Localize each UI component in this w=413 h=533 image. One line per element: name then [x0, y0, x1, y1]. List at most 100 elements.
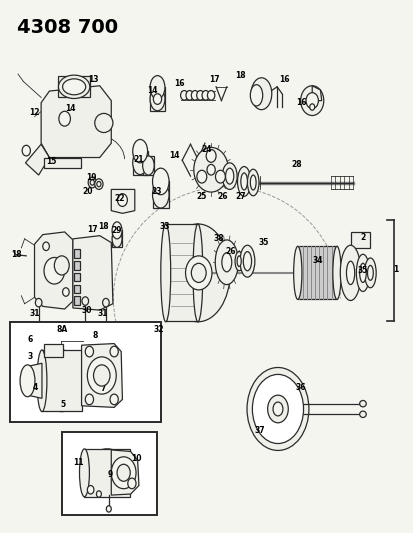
Text: 12: 12	[29, 108, 40, 117]
Circle shape	[206, 150, 216, 163]
Text: 30: 30	[81, 305, 92, 314]
Text: 18: 18	[11, 251, 21, 260]
Ellipse shape	[95, 114, 113, 133]
Ellipse shape	[359, 400, 366, 407]
Text: 17: 17	[87, 225, 97, 234]
Bar	[152, 181, 169, 208]
Ellipse shape	[150, 76, 164, 99]
Polygon shape	[34, 232, 73, 309]
Circle shape	[43, 242, 49, 251]
Ellipse shape	[165, 224, 230, 322]
Bar	[297, 246, 336, 300]
Text: 20: 20	[82, 187, 93, 196]
Text: 14: 14	[64, 103, 75, 112]
Text: 31: 31	[29, 309, 40, 318]
Circle shape	[207, 91, 214, 100]
Ellipse shape	[221, 253, 231, 272]
Bar	[74, 249, 80, 258]
Text: 4308 700: 4308 700	[17, 18, 118, 37]
Text: 19: 19	[86, 173, 97, 182]
Ellipse shape	[240, 173, 247, 190]
Ellipse shape	[339, 245, 360, 301]
Text: 34: 34	[311, 256, 322, 264]
Ellipse shape	[160, 224, 170, 322]
Ellipse shape	[150, 87, 164, 111]
Circle shape	[102, 298, 109, 307]
Bar	[74, 261, 80, 270]
Text: 33: 33	[159, 222, 170, 231]
Text: 1: 1	[392, 265, 398, 273]
Ellipse shape	[37, 350, 47, 411]
Text: 18: 18	[97, 222, 108, 231]
Bar	[42, 350, 81, 411]
Circle shape	[87, 486, 94, 494]
Ellipse shape	[272, 402, 282, 416]
Ellipse shape	[152, 181, 169, 208]
Circle shape	[95, 179, 103, 189]
Polygon shape	[149, 324, 161, 335]
Text: 16: 16	[279, 75, 289, 84]
Text: 17: 17	[209, 75, 219, 84]
Circle shape	[185, 256, 211, 290]
Circle shape	[185, 91, 193, 100]
Ellipse shape	[222, 163, 237, 189]
Circle shape	[106, 506, 111, 512]
Bar	[112, 230, 122, 247]
Ellipse shape	[62, 79, 85, 95]
Circle shape	[117, 464, 130, 481]
Polygon shape	[311, 86, 321, 101]
Bar	[84, 449, 130, 497]
Circle shape	[35, 298, 42, 307]
Polygon shape	[41, 86, 111, 158]
Ellipse shape	[235, 252, 243, 271]
Ellipse shape	[250, 85, 262, 106]
Circle shape	[97, 181, 101, 187]
Text: 16: 16	[295, 98, 306, 107]
Ellipse shape	[252, 374, 303, 443]
Text: 11: 11	[73, 458, 83, 466]
Text: 35: 35	[258, 238, 268, 247]
Text: 32: 32	[153, 325, 163, 334]
Text: 14: 14	[147, 85, 157, 94]
Text: 35: 35	[357, 266, 367, 275]
Circle shape	[82, 297, 88, 305]
Text: 5: 5	[61, 400, 66, 409]
Ellipse shape	[58, 75, 90, 99]
Text: 14: 14	[169, 151, 180, 160]
Ellipse shape	[215, 240, 238, 285]
Text: 37: 37	[254, 426, 264, 435]
Ellipse shape	[84, 449, 130, 497]
Ellipse shape	[225, 168, 233, 184]
Text: 9: 9	[107, 471, 112, 479]
Bar	[133, 151, 147, 174]
Circle shape	[110, 346, 118, 357]
Ellipse shape	[192, 224, 202, 322]
Ellipse shape	[112, 222, 122, 239]
Circle shape	[22, 146, 30, 156]
Ellipse shape	[20, 365, 35, 397]
Ellipse shape	[267, 395, 287, 423]
Circle shape	[191, 263, 206, 282]
Bar	[44, 344, 62, 357]
Circle shape	[87, 357, 116, 394]
Ellipse shape	[133, 140, 147, 163]
Ellipse shape	[142, 156, 154, 175]
Ellipse shape	[152, 168, 169, 195]
Circle shape	[90, 180, 94, 185]
Circle shape	[202, 91, 209, 100]
Polygon shape	[27, 364, 42, 398]
Circle shape	[111, 457, 136, 489]
Text: 26: 26	[225, 247, 235, 256]
Ellipse shape	[243, 252, 251, 271]
Text: 25: 25	[197, 192, 207, 201]
Circle shape	[300, 86, 323, 116]
Circle shape	[110, 394, 118, 405]
Bar	[142, 156, 154, 175]
Bar	[10, 322, 160, 422]
Polygon shape	[25, 144, 49, 175]
Text: 26: 26	[217, 192, 228, 201]
Polygon shape	[111, 450, 139, 495]
Circle shape	[54, 256, 69, 275]
Text: 6: 6	[28, 335, 33, 344]
Circle shape	[153, 94, 161, 104]
